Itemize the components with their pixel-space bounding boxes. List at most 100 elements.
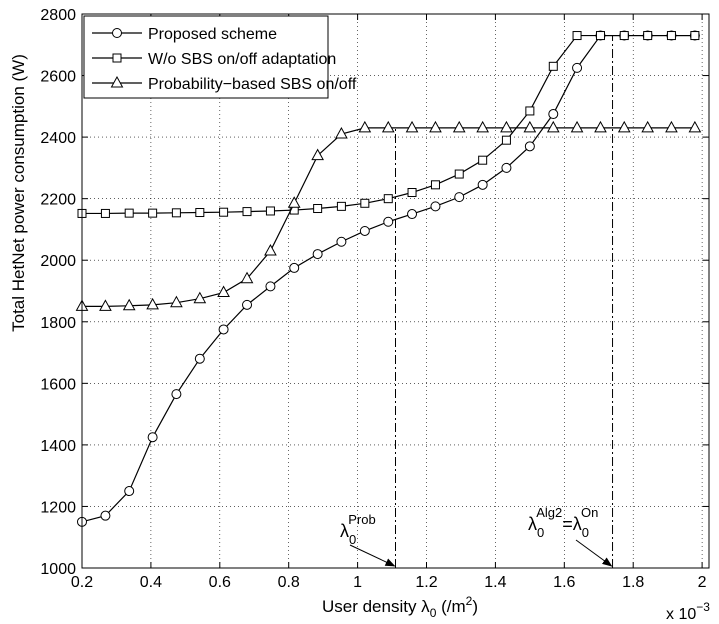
data-point [688,120,702,133]
data-point [265,206,275,216]
data-point [501,162,512,173]
data-point [430,180,440,190]
data-point [336,201,346,211]
legend-label: Proposed scheme [148,26,277,43]
data-point [336,236,347,247]
data-point [219,207,229,217]
data-point [570,120,584,133]
data-point [594,120,607,133]
data-point [407,209,418,220]
data-point [525,106,535,116]
data-point [265,281,276,292]
data-point [122,298,136,311]
data-point [193,291,207,304]
legend-item: Proposed scheme [92,26,277,43]
data-point [242,207,252,217]
data-point [546,120,560,133]
y-tick-label: 1600 [40,376,76,393]
data-point [381,120,395,133]
annotation-base: λ [528,514,537,534]
data-point [312,249,323,260]
annotation-equals: =λ [562,514,582,534]
data-point [452,120,466,133]
legend-item: W/o SBS on/off adaptation [92,51,336,68]
data-point [478,155,488,165]
data-point [170,295,183,308]
data-point [454,169,464,179]
annotation-arrow [349,544,396,567]
annotation-arrow [575,539,613,567]
y-tick-label: 2800 [40,7,76,24]
data-point [595,31,605,41]
data-point [572,31,582,41]
data-point [171,389,182,400]
axis-ticks: 0.2 0.4 0.6 0.8 1 1.2 1.4 1.6 1.8 2 1000 1200 1400 16… [40,7,709,591]
data-point [429,120,442,133]
x-axis-label-unit-sup: 2 [466,594,473,608]
annotation-sub: 0 [537,525,544,540]
y-tick-label: 2000 [40,253,76,270]
annotation-lambda-alg2-on: λ0Alg2=λ0On [528,505,598,540]
series-3 [75,120,702,311]
y-tick-label: 1400 [40,438,76,455]
data-point [124,486,135,497]
annotation-sup: Prob [348,512,375,527]
x-tick-label: 0.6 [209,574,231,591]
data-point [405,120,419,133]
data-point [641,120,655,133]
data-point [500,120,513,133]
x-tick-label: 1.2 [415,574,437,591]
data-point [383,216,394,227]
data-point [454,192,465,203]
x-tick-label: 1.4 [484,574,506,591]
annotation-sup: Alg2 [536,505,562,520]
annotation-sub2: 0 [582,525,589,540]
annotation-sub: 0 [349,532,356,547]
plot-frame [81,13,710,569]
reference-lines [395,35,614,568]
x-tick-label: 1 [353,574,362,591]
data-point [311,148,324,161]
x-tick-label: 0.8 [278,574,300,591]
data-point [572,62,583,73]
data-point [690,31,700,41]
data-point [359,225,370,236]
x-axis-label: User density λ0 (/m2) [322,594,478,620]
data-point [619,31,629,41]
data-point [287,196,301,208]
annotation-sup2: On [581,505,598,520]
series-line [81,34,695,523]
data-point [146,297,159,310]
legend-box [83,15,329,99]
legend-marker [112,28,122,38]
data-point [477,179,488,190]
data-point [264,243,277,256]
data-point [240,271,254,284]
legend-marker [112,53,122,63]
y-axis-label: Total HetNet power consumption (W) [9,54,28,332]
data-point [524,141,535,152]
data-point [383,194,393,204]
annotation-base: λ [340,521,349,541]
legend-label: Probability−based SBS on/off [148,76,357,93]
series-group [75,30,702,527]
y-tick-label: 2200 [40,192,76,209]
x-axis-label-sub: 0 [430,606,437,620]
y-tick-label: 1000 [40,561,76,578]
x-tick-label: 0.4 [140,574,162,591]
data-point [666,31,676,41]
legend: Proposed scheme W/o SBS on/off adaptation… [83,15,357,99]
data-point [100,208,110,218]
x-multiplier-text: x 10 [666,606,696,623]
y-tick-label: 2600 [40,69,76,86]
x-tick-label: 0.2 [71,574,93,591]
data-point [430,201,441,212]
x-tick-label: 1.6 [553,574,575,591]
data-point [217,285,230,298]
x-tick-label: 2 [698,574,707,591]
data-point [313,204,323,214]
x-multiplier-exp: −3 [696,600,710,614]
y-tick-label: 1800 [40,315,76,332]
data-point [358,120,372,133]
